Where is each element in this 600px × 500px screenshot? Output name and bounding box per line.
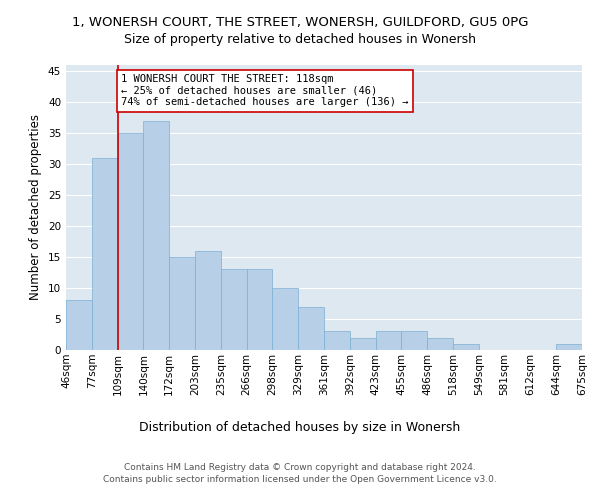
Bar	[376, 332, 401, 350]
Text: Distribution of detached houses by size in Wonersh: Distribution of detached houses by size …	[139, 421, 461, 434]
Text: 1 WONERSH COURT THE STREET: 118sqm
← 25% of detached houses are smaller (46)
74%: 1 WONERSH COURT THE STREET: 118sqm ← 25%…	[121, 74, 409, 108]
Bar	[453, 344, 479, 350]
Bar	[221, 270, 247, 350]
Bar	[169, 257, 195, 350]
Bar	[324, 332, 350, 350]
Bar	[195, 251, 221, 350]
Bar	[143, 121, 169, 350]
Bar	[427, 338, 453, 350]
Bar	[556, 344, 582, 350]
Bar	[247, 270, 272, 350]
Bar	[350, 338, 376, 350]
Text: 1, WONERSH COURT, THE STREET, WONERSH, GUILDFORD, GU5 0PG: 1, WONERSH COURT, THE STREET, WONERSH, G…	[72, 16, 528, 29]
Text: Size of property relative to detached houses in Wonersh: Size of property relative to detached ho…	[124, 32, 476, 46]
Bar	[298, 306, 324, 350]
Text: Contains public sector information licensed under the Open Government Licence v3: Contains public sector information licen…	[103, 476, 497, 484]
Text: Contains HM Land Registry data © Crown copyright and database right 2024.: Contains HM Land Registry data © Crown c…	[124, 463, 476, 472]
Y-axis label: Number of detached properties: Number of detached properties	[29, 114, 43, 300]
Bar	[92, 158, 118, 350]
Bar	[401, 332, 427, 350]
Bar	[272, 288, 298, 350]
Bar	[118, 133, 143, 350]
Bar	[66, 300, 92, 350]
